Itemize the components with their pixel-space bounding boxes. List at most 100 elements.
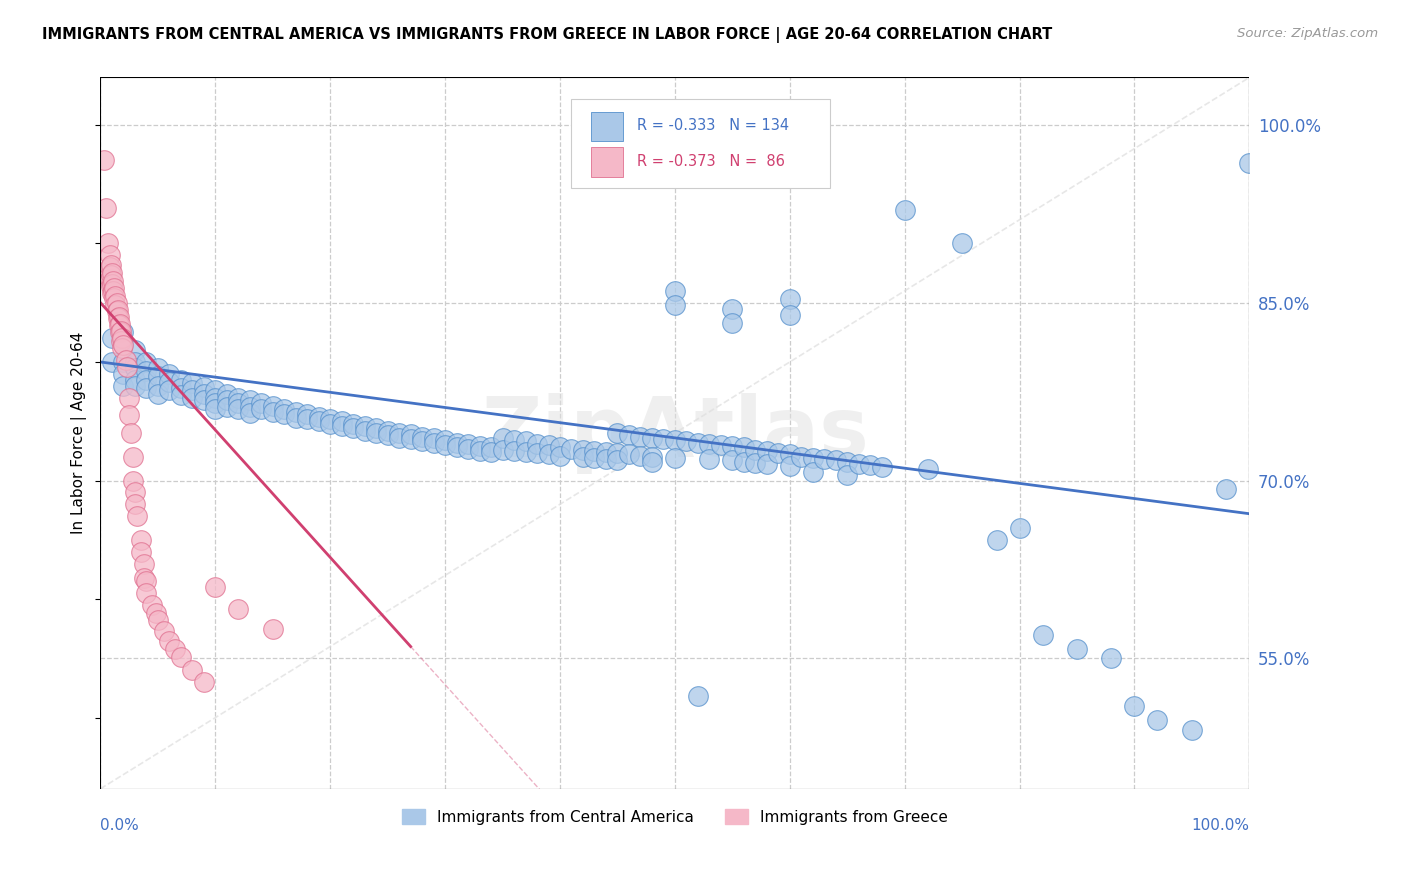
Point <box>526 446 548 460</box>
Point <box>422 435 444 450</box>
Point <box>342 417 364 431</box>
Point <box>124 497 146 511</box>
Point <box>434 434 457 448</box>
Point <box>110 334 132 348</box>
Point <box>239 406 262 420</box>
Point <box>779 308 801 322</box>
Point <box>837 467 859 482</box>
Point <box>411 430 433 444</box>
Point <box>1181 723 1204 737</box>
Text: R = -0.333   N = 134: R = -0.333 N = 134 <box>637 118 789 133</box>
Point <box>330 419 353 434</box>
Point <box>132 571 155 585</box>
Point <box>284 405 307 419</box>
Point <box>193 392 215 407</box>
Point <box>170 388 193 402</box>
Point <box>699 452 721 467</box>
Point <box>181 663 204 677</box>
Point <box>503 443 526 458</box>
Point <box>548 440 571 454</box>
Point <box>779 292 801 306</box>
Point <box>105 295 128 310</box>
Point <box>193 380 215 394</box>
Point <box>537 438 560 452</box>
Point <box>157 367 180 381</box>
Point <box>127 509 149 524</box>
Point <box>145 607 167 621</box>
Point <box>859 458 882 472</box>
Point <box>641 431 664 445</box>
Point <box>468 443 491 458</box>
Point <box>135 586 157 600</box>
Point <box>319 417 342 431</box>
Point <box>664 284 686 298</box>
Point <box>652 432 675 446</box>
Point <box>721 439 744 453</box>
Point <box>141 598 163 612</box>
Point <box>181 391 204 405</box>
Point <box>526 437 548 451</box>
Point <box>112 367 135 381</box>
Point <box>250 402 273 417</box>
Point <box>297 407 319 421</box>
Point <box>124 378 146 392</box>
Point <box>108 326 131 340</box>
Point <box>146 614 169 628</box>
Point <box>100 279 122 293</box>
Point <box>297 412 319 426</box>
Point <box>181 376 204 391</box>
Point <box>108 310 131 324</box>
Point <box>434 438 457 452</box>
Point <box>548 449 571 463</box>
Point <box>101 284 124 298</box>
Point <box>239 392 262 407</box>
Legend: Immigrants from Central America, Immigrants from Greece: Immigrants from Central America, Immigra… <box>396 803 953 831</box>
Point <box>103 291 125 305</box>
Point <box>1123 698 1146 713</box>
Point <box>157 633 180 648</box>
Point <box>353 419 375 434</box>
Point <box>132 557 155 571</box>
Point <box>135 355 157 369</box>
Point <box>595 445 617 459</box>
Point <box>733 454 755 468</box>
Point <box>204 396 226 410</box>
Point <box>100 268 122 283</box>
Point <box>628 449 651 463</box>
Point <box>146 360 169 375</box>
Point <box>319 412 342 426</box>
Point <box>111 341 134 355</box>
Point <box>93 153 115 168</box>
Point <box>108 317 131 331</box>
Point <box>124 360 146 375</box>
Point <box>422 431 444 445</box>
Point <box>124 355 146 369</box>
Point <box>801 465 824 479</box>
Point <box>446 440 468 454</box>
Point <box>366 426 388 441</box>
Point <box>848 457 870 471</box>
Point <box>157 375 180 389</box>
Point <box>721 316 744 330</box>
Point <box>308 414 330 428</box>
Point <box>170 650 193 665</box>
Point <box>114 352 136 367</box>
Text: 100.0%: 100.0% <box>1191 819 1250 833</box>
Point <box>457 437 479 451</box>
Point <box>284 410 307 425</box>
Point <box>628 430 651 444</box>
Point <box>353 424 375 438</box>
Point <box>129 544 152 558</box>
Point <box>250 396 273 410</box>
Point <box>617 428 640 442</box>
Point <box>491 442 513 457</box>
Point <box>755 457 778 471</box>
Point <box>824 453 846 467</box>
Point <box>115 359 138 374</box>
Point <box>118 409 141 423</box>
Point <box>515 434 537 449</box>
Point <box>98 248 121 262</box>
Point <box>330 414 353 428</box>
Point <box>606 446 628 460</box>
Point <box>135 381 157 395</box>
